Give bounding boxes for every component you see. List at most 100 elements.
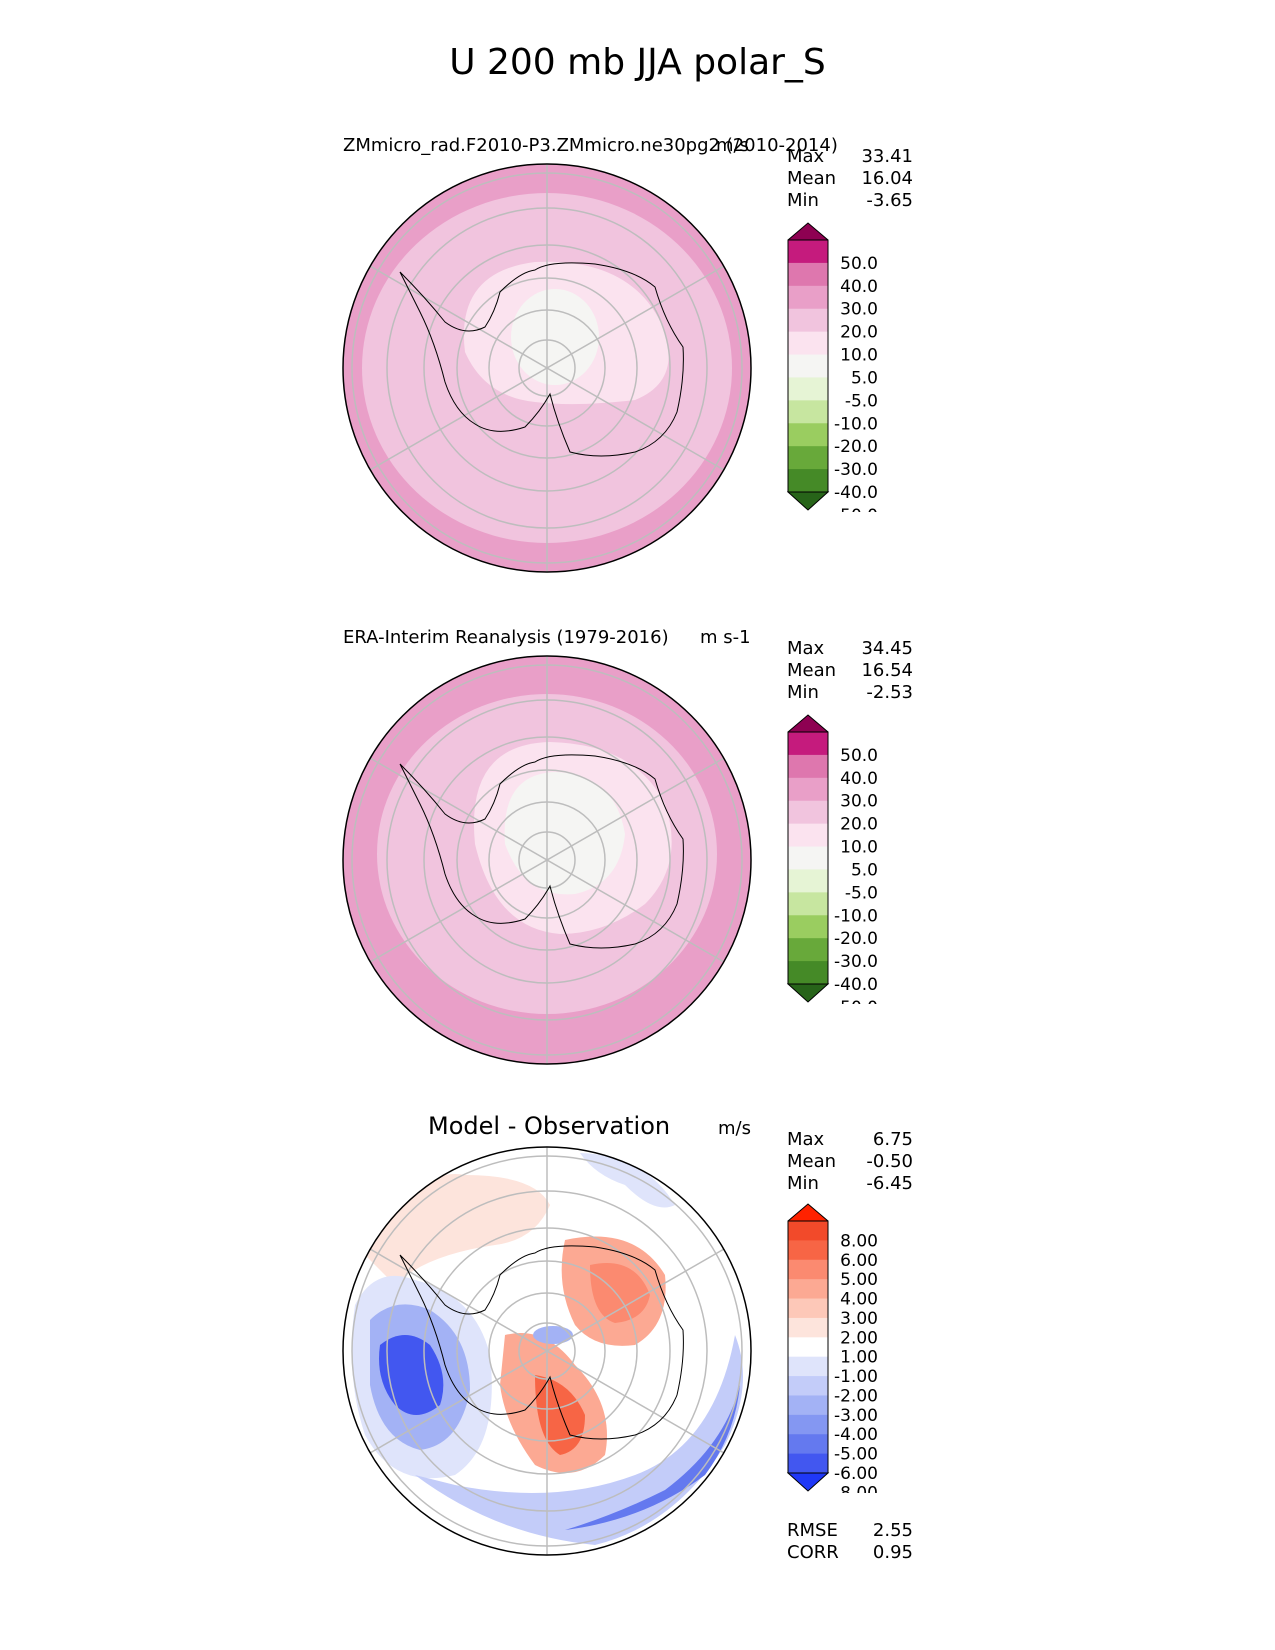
colorbar-cell xyxy=(788,354,828,378)
colorbar-tick-label: -8.00 xyxy=(834,1483,878,1493)
colorbar-tick-label: -20.0 xyxy=(834,929,878,949)
colorbar-tick-label: -5.00 xyxy=(834,1445,878,1465)
panel-3-coastline xyxy=(399,1245,684,1440)
panel-2-graticule xyxy=(351,656,743,1064)
colorbar-outline xyxy=(787,239,829,493)
colorbar-tick-label: 10.0 xyxy=(840,346,878,366)
colorbar-tick-label: -1.00 xyxy=(834,1367,878,1387)
colorbar-cell xyxy=(788,938,828,962)
anom-pos-east xyxy=(590,1263,650,1323)
colorbar-tick-label: -3.00 xyxy=(834,1406,878,1426)
colorbar-cell xyxy=(788,240,828,264)
panel-3-corr-label: CORR xyxy=(787,1542,839,1563)
colorbar-cell xyxy=(788,285,828,310)
colorbar-cap-top xyxy=(787,222,829,241)
panel-2-min-value: -2.53 xyxy=(866,682,913,703)
panel-3-rmse-label: RMSE xyxy=(787,1520,838,1541)
figure-title: U 200 mb JJA polar_S xyxy=(449,42,826,83)
panel-3-corr-value: 0.95 xyxy=(872,1542,913,1563)
anom-neg-southeast xyxy=(565,1385,740,1530)
colorbar-tick-label: 30.0 xyxy=(840,300,878,320)
panel-3-units: m/s xyxy=(718,1118,751,1139)
colorbar-cell xyxy=(788,469,828,493)
colorbar-cell xyxy=(788,754,828,779)
panel-1-min-value: -3.65 xyxy=(866,190,913,211)
panel-2-coastline xyxy=(399,754,684,949)
colorbar-tick-label: -10.0 xyxy=(834,906,878,926)
panel-3-mean-value: -0.50 xyxy=(866,1151,913,1172)
colorbar-tick-label: -50.0 xyxy=(834,506,878,512)
colorbar-cell xyxy=(788,1317,828,1338)
colorbar-tick-label: -5.0 xyxy=(845,883,878,903)
colorbar-cell xyxy=(788,846,828,870)
panel-2-map-border xyxy=(342,655,752,1065)
colorbar-cell xyxy=(788,1395,828,1416)
colorbar-cap-top xyxy=(787,1203,829,1222)
colorbar-tick-label: -30.0 xyxy=(834,460,878,480)
colorbar-cell xyxy=(788,331,828,356)
colorbar-cell xyxy=(788,961,828,985)
colorbar-tick-label: -30.0 xyxy=(834,952,878,972)
colorbar-tick-label: -10.0 xyxy=(834,414,878,434)
colorbar-cell xyxy=(788,446,828,470)
colorbar-cap-top xyxy=(787,714,829,733)
colorbar-tick-label: 30.0 xyxy=(840,792,878,812)
colorbar-tick-label: -40.0 xyxy=(834,975,878,995)
panel-3-max-label: Max xyxy=(787,1129,825,1150)
colorbar-tick-label: -5.0 xyxy=(845,391,878,411)
colorbar-tick-label: 5.00 xyxy=(840,1270,878,1290)
colorbar-cap-bottom xyxy=(787,491,830,511)
colorbar-cap-bottom xyxy=(787,1472,830,1492)
panel-1-mean-label: Mean xyxy=(787,168,837,189)
anom-pos-north xyxy=(365,1174,550,1285)
colorbar-cell xyxy=(788,308,828,333)
panel-3-min-value: -6.45 xyxy=(866,1173,913,1194)
panel-2-mean-value: 16.54 xyxy=(861,660,913,681)
colorbar-cell xyxy=(788,892,828,916)
colorbar-cell xyxy=(788,1279,828,1300)
colorbar-tick-label: 3.00 xyxy=(840,1309,878,1329)
colorbar-tick-label: 2.00 xyxy=(840,1328,878,1348)
colorbar-cap-bottom xyxy=(787,983,830,1003)
panel-2-colorbar: 50.0 40.0 30.0 20.0 10.05.0 -5.0 -10.0 -20.0 -30… xyxy=(787,714,878,1004)
colorbar-cell xyxy=(788,823,828,848)
colorbar-tick-label: 10.0 xyxy=(840,838,878,858)
colorbar-outline xyxy=(787,731,829,985)
colorbar-cell xyxy=(788,1337,828,1358)
colorbar-tick-label: 20.0 xyxy=(840,815,878,835)
panel-2-max-label: Max xyxy=(787,638,825,659)
colorbar-tick-label: 8.00 xyxy=(840,1231,878,1251)
colorbar-tick-label: 5.0 xyxy=(851,860,878,880)
panel-3-title: Model - Observation xyxy=(428,1112,671,1140)
panel-1-title: ZMmicro_rad.F2010-P3.ZMmicro.ne30pg2 (20… xyxy=(343,135,838,156)
colorbar-cell xyxy=(788,1356,828,1377)
colorbar-tick-label: -4.00 xyxy=(834,1425,878,1445)
colorbar-cell xyxy=(788,262,828,287)
colorbar-tick-label: 4.00 xyxy=(840,1290,878,1310)
panel-1-min-label: Min xyxy=(787,190,819,211)
colorbar-tick-label: 50.0 xyxy=(840,746,878,766)
colorbar-cell xyxy=(788,377,828,401)
panel-1-max-label: Max xyxy=(787,146,825,167)
colorbar-outline xyxy=(787,1220,829,1474)
panel-1-map-border xyxy=(342,163,752,573)
panel-2-map xyxy=(342,655,752,1065)
colorbar-cell xyxy=(788,915,828,939)
panel-2-title: ERA-Interim Reanalysis (1979-2016) xyxy=(343,627,669,648)
band-0 xyxy=(511,289,599,385)
colorbar-tick-label: 50.0 xyxy=(840,254,878,274)
colorbar-cell xyxy=(788,800,828,825)
panel-3-max-value: 6.75 xyxy=(872,1129,913,1150)
colorbar-cell xyxy=(788,869,828,893)
colorbar-cell xyxy=(788,1298,828,1319)
colorbar-cell xyxy=(788,400,828,424)
colorbar-cell xyxy=(788,1376,828,1396)
panel-2-max-value: 34.45 xyxy=(861,638,913,659)
panel-2-mean-label: Mean xyxy=(787,660,837,681)
panel-3-min-label: Min xyxy=(787,1173,819,1194)
colorbar-tick-label: 1.00 xyxy=(840,1348,878,1368)
panel-3-rmse-value: 2.55 xyxy=(872,1520,913,1541)
colorbar-cell xyxy=(788,1221,828,1241)
colorbar-cell xyxy=(788,732,828,756)
colorbar-tick-label: 6.00 xyxy=(840,1251,878,1271)
